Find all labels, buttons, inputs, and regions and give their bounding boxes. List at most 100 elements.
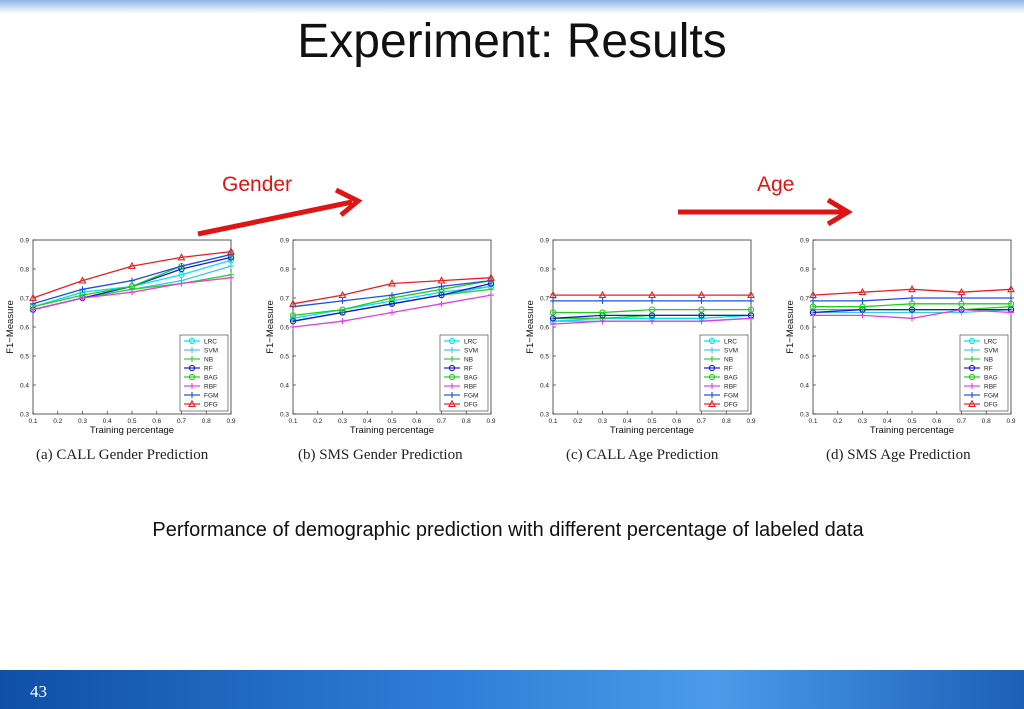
data-point	[909, 295, 915, 301]
legend-entry: NB	[984, 356, 993, 363]
legend-marker	[189, 383, 195, 389]
legend: LRC SVM NB RF BAG RBF FGM DFG	[959, 334, 1009, 412]
legend-marker	[449, 383, 455, 389]
data-point	[859, 297, 866, 304]
legend-box	[699, 334, 749, 412]
figure-caption: Performance of demographic prediction wi…	[152, 519, 864, 541]
x-tick-label: 0.3	[858, 418, 867, 425]
legend-marker	[709, 383, 715, 389]
series-fgm	[810, 295, 1014, 304]
legend-entry: RBF	[464, 383, 477, 390]
data-point	[599, 309, 606, 316]
x-tick-label: 0.6	[932, 418, 941, 425]
legend-entry: SVM	[204, 347, 218, 354]
top-band	[0, 0, 1024, 14]
data-point	[909, 315, 915, 322]
series-dfg	[809, 284, 1015, 299]
legend-entry: SVM	[464, 347, 478, 354]
legend-box	[179, 334, 229, 412]
data-point	[290, 324, 296, 330]
y-tick-label: 0.7	[20, 295, 29, 302]
y-tick-label: 0.5	[800, 353, 809, 360]
chart-sms-gender: 0.1 0.2 0.3 0.4 0.5 0.6 0.7 0.8 0.9 0.3 0.4 0.5 0.6 0…	[265, 237, 496, 436]
x-axis-label: Training percentage	[870, 425, 954, 436]
legend-entry: RF	[464, 365, 473, 372]
x-axis-label: Training percentage	[350, 425, 434, 436]
data-point	[1007, 284, 1015, 293]
legend-entry: LRC	[204, 338, 217, 345]
data-point	[809, 290, 817, 299]
x-tick-label: 0.3	[78, 418, 87, 425]
legend-entry: BAG	[984, 374, 998, 381]
chart-call-gender: 0.1 0.2 0.3 0.4 0.5 0.6 0.7 0.8 0.9 0.3 0.4 0.5 0.6 0…	[5, 237, 236, 436]
data-point	[810, 297, 816, 304]
y-tick-label: 0.5	[280, 353, 289, 360]
legend-entry: RF	[204, 365, 213, 372]
legend-marker	[449, 347, 455, 353]
legend-entry: FGM	[464, 392, 478, 399]
x-tick-label: 0.3	[598, 418, 607, 425]
data-point	[859, 312, 866, 319]
legend-marker	[708, 399, 716, 407]
legend-entry: DFG	[464, 401, 478, 408]
data-point	[550, 297, 556, 304]
legend-entry: RBF	[984, 383, 997, 390]
legend-entry: BAG	[464, 374, 478, 381]
caption-letter: (b)	[298, 447, 316, 463]
legend-marker	[969, 383, 975, 389]
data-point	[908, 284, 916, 293]
legend-marker	[448, 364, 456, 372]
data-point	[549, 315, 557, 322]
series-rf	[549, 312, 755, 322]
legend-marker	[449, 356, 455, 362]
data-point	[339, 306, 346, 313]
data-point	[698, 312, 705, 319]
x-tick-label: 0.2	[573, 418, 582, 425]
data-point	[178, 263, 185, 270]
data-point	[858, 287, 867, 296]
data-point	[177, 253, 186, 261]
series-line	[812, 308, 1011, 314]
y-tick-label: 0.6	[280, 324, 289, 331]
legend-marker	[188, 373, 196, 381]
legend-entry: RF	[724, 365, 733, 372]
x-tick-label: 0.9	[486, 418, 495, 425]
y-tick-label: 0.3	[800, 411, 809, 418]
legend-marker	[709, 347, 715, 353]
legend-entry: DFG	[204, 401, 218, 408]
data-point	[437, 276, 446, 284]
data-point	[289, 312, 297, 319]
legend-box	[439, 334, 489, 412]
legend-entry: FGM	[984, 392, 998, 399]
data-point	[438, 291, 445, 299]
y-tick-label: 0.4	[540, 382, 549, 389]
data-point	[488, 292, 494, 299]
caption-letter: (c)	[566, 447, 583, 463]
legend-entry: DFG	[984, 401, 998, 408]
legend-marker	[188, 399, 196, 407]
caption-c: (c) CALL Age Prediction	[566, 447, 718, 464]
series-rbf	[810, 306, 1014, 322]
legend-marker	[969, 356, 975, 362]
series-line	[812, 288, 1012, 296]
data-point	[550, 321, 556, 328]
data-point	[747, 290, 755, 299]
x-tick-label: 0.9	[746, 418, 755, 425]
data-point	[289, 299, 297, 307]
y-tick-label: 0.3	[20, 411, 29, 418]
legend-marker	[708, 373, 716, 381]
legend-marker	[449, 392, 455, 398]
data-point	[29, 293, 37, 301]
y-tick-label: 0.8	[540, 266, 549, 273]
x-tick-label: 0.8	[722, 418, 731, 425]
caption-a: (a) CALL Gender Prediction	[36, 447, 208, 464]
y-tick-label: 0.7	[280, 295, 289, 302]
data-point	[747, 306, 755, 313]
legend-marker	[968, 364, 976, 372]
y-tick-label: 0.9	[800, 237, 809, 244]
data-point	[649, 318, 655, 325]
y-tick-label: 0.5	[540, 353, 549, 360]
legend-marker	[189, 347, 195, 353]
legend-entry: FGM	[724, 392, 738, 399]
data-point	[748, 297, 754, 304]
